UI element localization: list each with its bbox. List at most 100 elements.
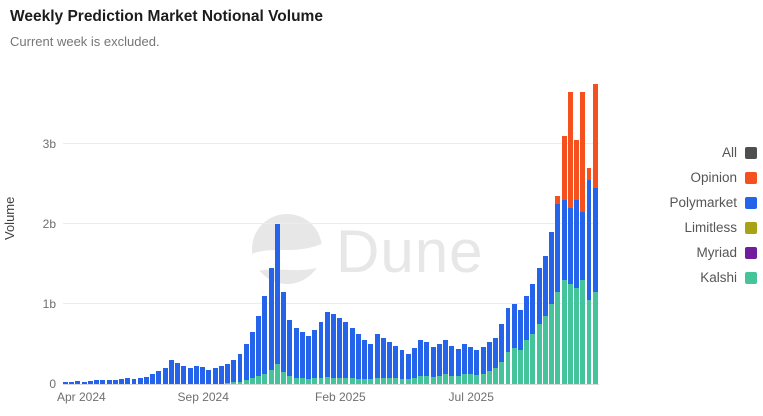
bar-week-16 (156, 371, 162, 384)
bar-segment-polymarket (343, 321, 349, 378)
bar-segment-polymarket (81, 381, 87, 384)
bar-week-6 (94, 380, 100, 384)
legend-item-opinion[interactable]: Opinion (690, 168, 757, 187)
bar-segment-polymarket (237, 353, 243, 382)
bar-segment-kalshi (281, 372, 287, 384)
bar-week-19 (175, 363, 181, 384)
bar-segment-polymarket (418, 340, 424, 376)
bar-segment-kalshi (493, 368, 498, 384)
bar-week-21 (187, 368, 193, 384)
bar-segment-kalshi (436, 376, 442, 384)
bar-segment-opinion (555, 196, 561, 204)
bar-week-4 (81, 381, 87, 384)
bar-week-70 (493, 337, 498, 384)
plot-area (63, 72, 599, 385)
bar-segment-polymarket (362, 340, 368, 380)
bar-segment-polymarket (443, 340, 449, 375)
bar-segment-polymarket (200, 367, 206, 384)
bar-week-53 (387, 342, 392, 384)
bar-segment-kalshi (474, 375, 480, 384)
bar-week-69 (486, 342, 492, 384)
bar-segment-polymarket (119, 379, 124, 384)
legend-label: Myriad (696, 245, 737, 260)
bar-segment-kalshi (455, 376, 461, 384)
bar-week-80 (555, 196, 561, 384)
bar-week-36 (281, 292, 287, 384)
bar-segment-opinion (580, 92, 586, 212)
bar-week-54 (393, 345, 399, 384)
bar-segment-polymarket (524, 296, 530, 340)
bar-week-56 (405, 353, 411, 384)
bar-segment-kalshi (542, 316, 548, 384)
legend-swatch-opinion (745, 171, 757, 184)
bar-segment-polymarket (100, 380, 106, 384)
bar-segment-polymarket (69, 381, 75, 384)
bar-segment-polymarket (461, 344, 467, 375)
bar-week-3 (75, 381, 81, 384)
bar-segment-polymarket (175, 363, 181, 384)
bar-segment-kalshi (561, 280, 567, 384)
bar-segment-kalshi (343, 377, 349, 384)
bar-segment-kalshi (430, 376, 436, 384)
bar-week-27 (225, 364, 230, 384)
legend-item-polymarket[interactable]: Polymarket (669, 193, 757, 212)
bar-segment-opinion (592, 84, 598, 188)
y-tick-label-1b: 1b (42, 297, 56, 311)
chart-subtitle: Current week is excluded. (10, 34, 160, 49)
bar-week-62 (443, 340, 449, 384)
legend-item-kalshi[interactable]: Kalshi (700, 268, 757, 287)
bar-segment-polymarket (243, 344, 249, 380)
bar-segment-kalshi (374, 377, 380, 384)
bar-segment-polymarket (63, 382, 68, 384)
legend-label: All (721, 145, 737, 160)
bar-week-18 (168, 360, 174, 384)
bar-segment-polymarket (468, 347, 474, 375)
legend-item-myriad[interactable]: Myriad (696, 243, 757, 262)
bar-segment-polymarket (225, 364, 230, 384)
bar-segment-polymarket (106, 380, 112, 384)
bar-week-52 (380, 337, 386, 384)
bar-segment-kalshi (318, 377, 324, 384)
bar-segment-polymarket (542, 256, 548, 316)
legend-item-all[interactable]: All (722, 143, 757, 162)
bar-segment-polymarket (387, 342, 392, 379)
bar-segment-polymarket (480, 347, 486, 374)
bar-week-43 (324, 312, 330, 384)
bar-segment-kalshi (567, 284, 573, 384)
bar-week-10 (119, 379, 124, 384)
bar-week-74 (517, 310, 523, 384)
legend-item-limitless[interactable]: Limitless (684, 218, 757, 237)
bar-segment-polymarket (399, 350, 405, 380)
chart-title: Weekly Prediction Market Notional Volume (10, 8, 323, 25)
bar-segment-polymarket (493, 337, 498, 368)
x-tick-label: Sep 2024 (177, 390, 229, 404)
bar-segment-kalshi (486, 371, 492, 384)
bar-week-58 (418, 340, 424, 384)
bar-segment-opinion (574, 140, 579, 200)
bar-segment-polymarket (567, 208, 573, 284)
bar-segment-polymarket (555, 204, 561, 292)
gridline-1b (63, 303, 599, 304)
bar-segment-kalshi (530, 334, 536, 384)
bar-segment-polymarket (449, 345, 455, 376)
bar-segment-polymarket (256, 316, 262, 376)
bar-week-9 (112, 380, 118, 384)
bar-segment-kalshi (505, 352, 511, 384)
bar-segment-kalshi (237, 381, 243, 384)
bar-segment-polymarket (337, 318, 343, 378)
bar-week-26 (218, 366, 224, 384)
bar-segment-polymarket (144, 376, 149, 384)
bar-week-31 (249, 332, 255, 384)
bar-week-57 (412, 348, 417, 384)
bar-week-85 (586, 168, 592, 384)
bar-segment-kalshi (287, 376, 293, 384)
bar-segment-polymarket (274, 224, 280, 364)
bar-week-50 (368, 344, 374, 384)
bar-segment-polymarket (580, 212, 586, 280)
legend-swatch-all (745, 146, 757, 159)
bar-segment-kalshi (337, 377, 343, 384)
bar-segment-kalshi (499, 361, 505, 384)
bar-segment-polymarket (156, 371, 162, 384)
bar-segment-kalshi (243, 380, 249, 384)
bar-segment-kalshi (368, 379, 374, 384)
